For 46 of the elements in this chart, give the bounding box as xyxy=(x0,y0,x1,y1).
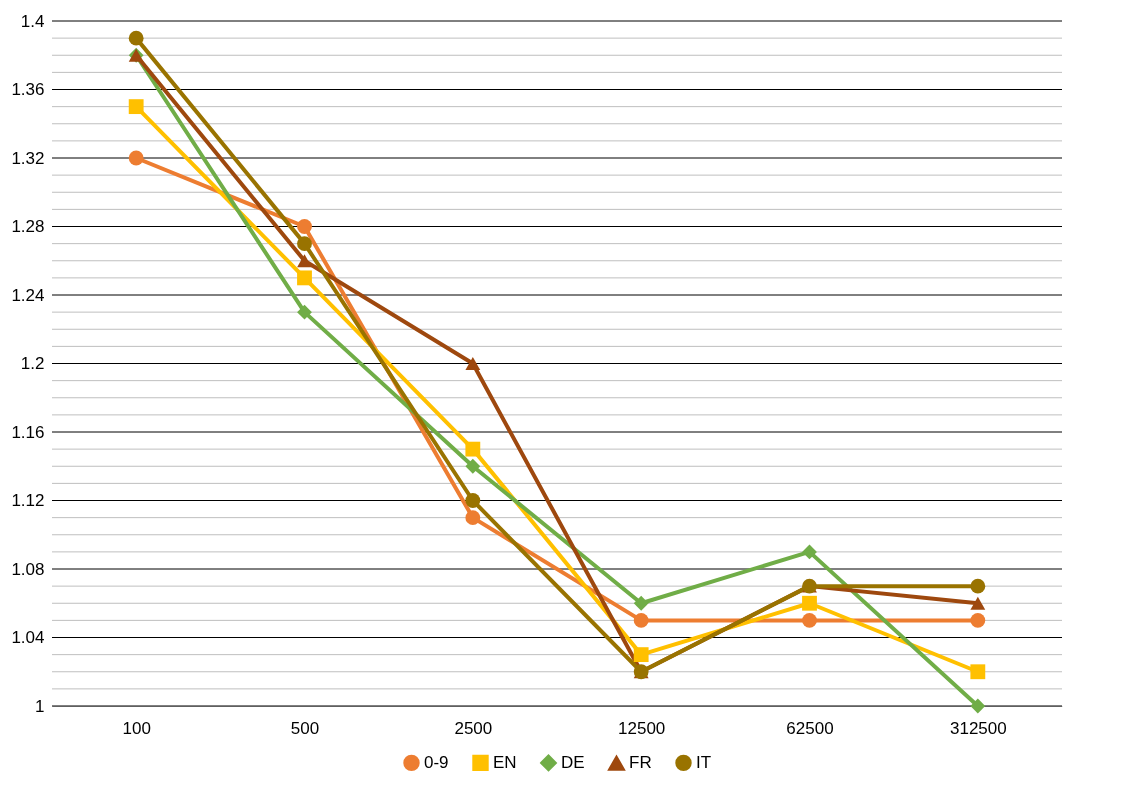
legend-label: DE xyxy=(561,752,585,772)
point xyxy=(465,441,481,457)
legend-label: EN xyxy=(493,752,517,772)
point xyxy=(128,150,144,166)
point xyxy=(802,544,817,560)
y-tick-label: 1.24 xyxy=(11,285,45,305)
point xyxy=(970,596,986,610)
point xyxy=(970,612,986,628)
point xyxy=(633,612,649,628)
y-tick-label: 1.36 xyxy=(11,80,45,99)
y-tick-label: 1.08 xyxy=(11,559,45,579)
point xyxy=(128,99,144,115)
point xyxy=(465,357,481,370)
point xyxy=(465,510,481,526)
y-tick-label: 1 xyxy=(35,696,45,716)
legend-label: FR xyxy=(629,753,652,773)
y-tick-label: 1.04 xyxy=(11,628,45,647)
point xyxy=(633,647,649,663)
point xyxy=(970,664,986,680)
y-tick-label: 1.4 xyxy=(20,11,45,31)
x-tick-label: 100 xyxy=(122,718,151,738)
point xyxy=(297,304,312,320)
x-tick-label: 500 xyxy=(290,718,320,738)
point xyxy=(297,219,312,234)
point xyxy=(802,612,817,628)
y-tick-label: 1.2 xyxy=(20,354,45,373)
point xyxy=(633,595,649,611)
y-tick-label: 1.16 xyxy=(11,422,45,442)
point xyxy=(465,458,481,474)
point xyxy=(297,236,312,252)
point xyxy=(970,698,986,714)
x-tick-label: 62500 xyxy=(786,718,834,738)
point xyxy=(297,254,312,268)
point xyxy=(465,493,481,508)
point xyxy=(802,595,817,611)
legend-label: IT xyxy=(696,752,712,772)
point xyxy=(128,30,144,46)
x-tick-label: 12500 xyxy=(618,718,666,738)
x-tick-label: 2500 xyxy=(454,718,493,738)
y-tick-label: 1.12 xyxy=(11,491,45,510)
point xyxy=(970,578,986,594)
legend-label: 0-9 xyxy=(424,752,449,772)
point xyxy=(297,270,312,286)
y-tick-label: 1.28 xyxy=(11,217,45,236)
y-tick-label: 1.32 xyxy=(11,148,45,168)
x-tick-label: 312500 xyxy=(949,718,1007,738)
